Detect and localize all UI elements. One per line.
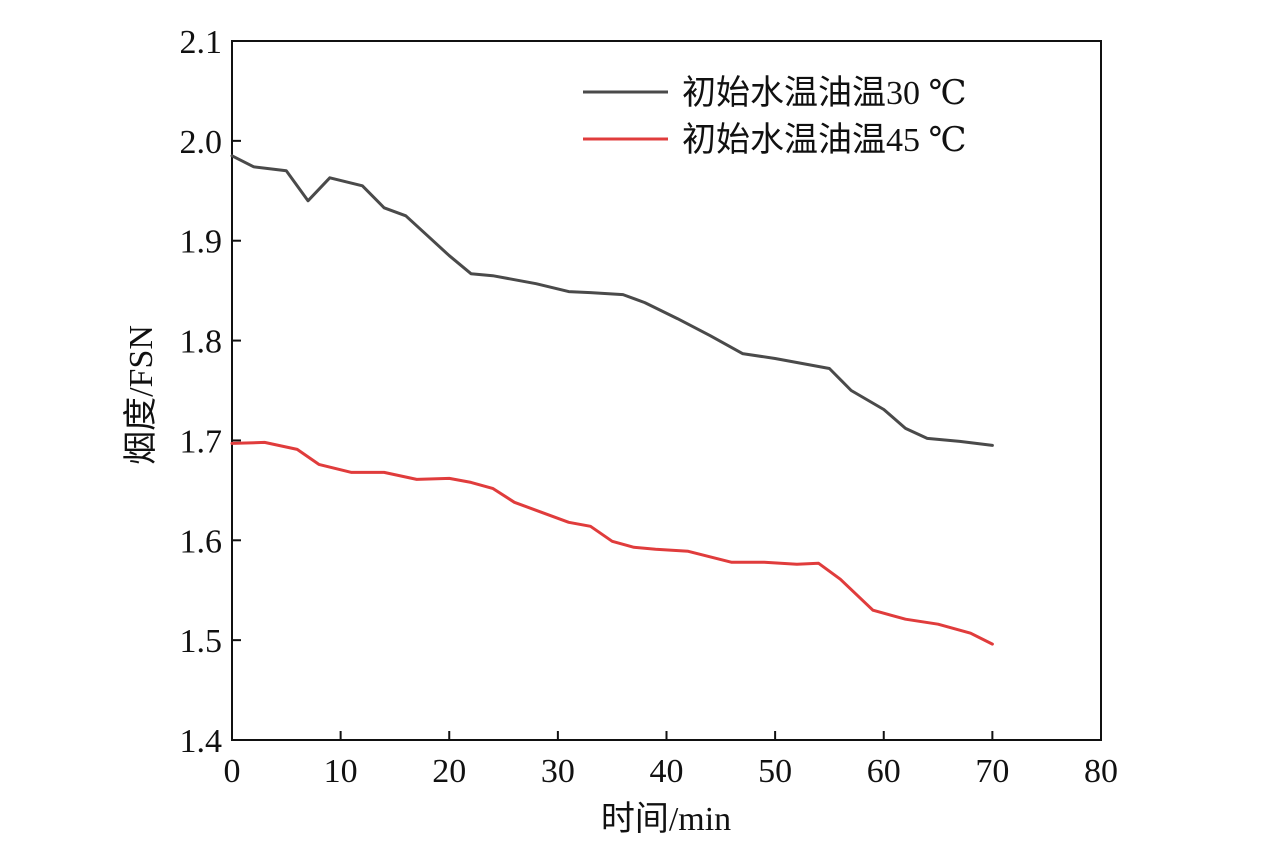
plot-frame	[231, 40, 1102, 741]
x-tick-label: 70	[975, 753, 1009, 790]
x-tick-label: 50	[758, 753, 792, 790]
y-tick-label: 1.9	[180, 224, 223, 261]
series-line-2	[230, 440, 994, 646]
x-tick-label: 60	[867, 753, 901, 790]
y-tick-label: 1.5	[180, 623, 223, 660]
y-tick-label: 1.8	[180, 324, 223, 361]
x-axis-title: 时间/min	[601, 801, 731, 838]
y-axis-ticks: 1.4 1.5 1.6 1.7 1.8 1.9 2.0 2.1	[180, 24, 241, 760]
series-layer	[230, 154, 994, 646]
y-tick-label: 2.1	[180, 24, 223, 61]
legend-label-2: 初始水温油温45 ℃	[682, 121, 967, 159]
x-tick-label: 0	[224, 753, 241, 790]
y-axis-title: 烟度/FSN	[122, 325, 160, 465]
y-tick-label: 1.6	[180, 523, 223, 560]
x-tick-label: 30	[541, 753, 575, 790]
legend: 初始水温油温30 ℃ 初始水温油温45 ℃	[583, 74, 967, 159]
x-tick-label: 20	[432, 753, 466, 790]
series-line-1	[230, 154, 994, 447]
x-tick-label: 80	[1084, 753, 1118, 790]
y-tick-label: 1.7	[180, 423, 223, 460]
y-tick-label: 2.0	[180, 124, 223, 161]
x-tick-label: 40	[650, 753, 684, 790]
y-tick-label: 1.4	[180, 723, 223, 760]
legend-label-1: 初始水温油温30 ℃	[682, 74, 967, 112]
x-axis-ticks: 0 10 20 30 40 50 60 70 80	[224, 731, 1118, 790]
x-tick-label: 10	[324, 753, 358, 790]
